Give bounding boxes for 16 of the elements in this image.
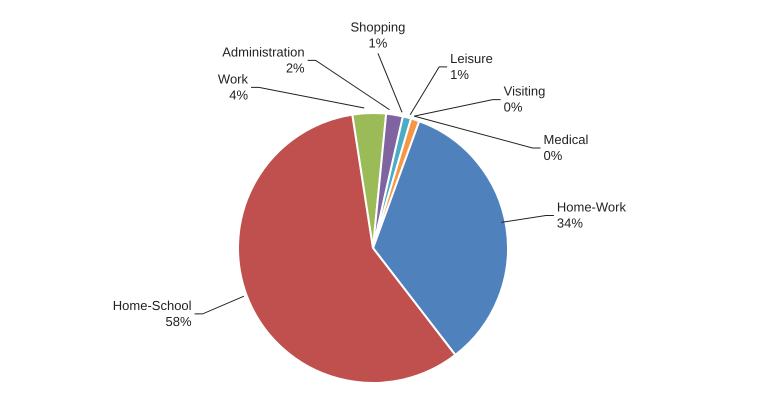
slice-label: Administration <box>222 44 305 60</box>
slice-label: Work <box>218 71 249 86</box>
data-label: 1% <box>450 66 470 82</box>
data-label: 1% <box>368 35 388 50</box>
data-label: 58% <box>166 314 192 329</box>
slice-label: Home-Work <box>556 199 626 214</box>
slice-label: Leisure <box>450 50 493 66</box>
text: 0% <box>544 148 562 163</box>
category-label: Visiting <box>504 84 546 99</box>
slice-label: Home-School <box>112 298 192 313</box>
data-label: 4% <box>229 87 248 102</box>
data-label: 34% <box>556 215 584 230</box>
category-label: Medical <box>544 132 588 147</box>
data-label: 2% <box>286 60 306 76</box>
text: 0% <box>504 100 522 115</box>
slice-label: Shopping <box>350 19 406 34</box>
